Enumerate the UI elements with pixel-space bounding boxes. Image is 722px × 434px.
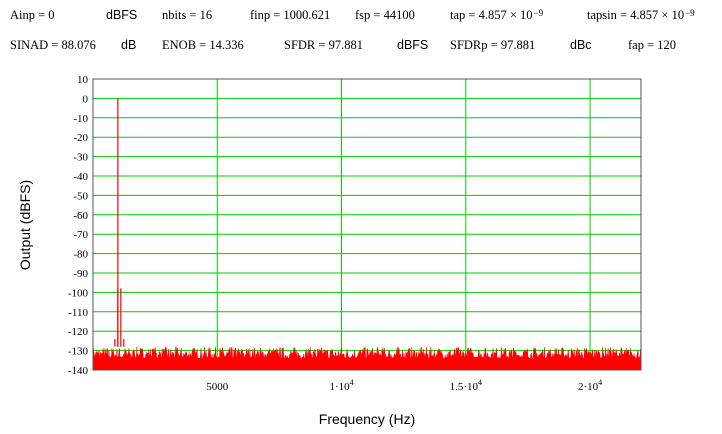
y-tick-label: -60 — [73, 210, 88, 222]
x-tick-labels: 5000 1·104 1.5·104 2·104 — [206, 378, 602, 393]
tap-exponent: −9 — [533, 8, 544, 18]
enob-param: ENOB = 14.336 — [162, 38, 244, 52]
parameter-row-2: SINAD = 88.076 dB ENOB = 14.336 SFDR = 9… — [0, 38, 722, 58]
x-tick-exponent: 4 — [598, 378, 602, 387]
y-axis-title: Output (dBFS) — [17, 180, 33, 270]
tap-text: tap = 4.857 × 10 — [450, 8, 533, 22]
y-tick-label: 10 — [77, 74, 89, 86]
x-tick-label: 5000 — [206, 381, 229, 393]
ainp-param: Ainp = 0 — [10, 8, 55, 22]
sinad-param: SINAD = 88.076 — [10, 38, 96, 52]
x-tick-text: 2·10 — [578, 381, 599, 393]
y-tick-label: -20 — [73, 132, 88, 144]
y-tick-label: -10 — [73, 113, 88, 125]
tapsin-param: tapsin = 4.857 × 10−9 — [587, 8, 695, 23]
ainp-unit: dBFS — [106, 8, 138, 22]
y-tick-labels: 10 0 -10 -20 -30 -40 -50 -60 -70 -80 -90 -100 -110 -1… — [68, 74, 89, 377]
grid-lines — [93, 78, 641, 371]
noise-floor — [92, 346, 642, 371]
y-tick-label: -140 — [68, 365, 89, 377]
x-tick-text: 5000 — [206, 381, 229, 393]
spectrum-series — [92, 98, 642, 371]
y-tick-label: -100 — [68, 287, 89, 299]
tap-param: tap = 4.857 × 10−9 — [450, 8, 543, 23]
sfdr-unit: dBFS — [397, 38, 429, 52]
x-tick-exponent: 4 — [350, 378, 354, 387]
x-tick-text: 1.5·10 — [450, 381, 479, 393]
fap-param: fap = 120 — [628, 38, 677, 52]
nbits-param: nbits = 16 — [162, 8, 213, 22]
tapsin-exponent: −9 — [685, 8, 695, 18]
x-tick-label: 2·104 — [578, 378, 602, 393]
plot-frame — [92, 78, 642, 371]
x-tick-label: 1·104 — [329, 378, 353, 393]
y-tick-label: -130 — [68, 346, 89, 358]
y-tick-label: -50 — [73, 190, 88, 202]
x-tick-text: 1·10 — [329, 381, 350, 393]
x-tick-label: 1.5·104 — [450, 378, 482, 393]
sfdrp-unit: dBc — [570, 38, 592, 52]
y-tick-label: -40 — [73, 171, 88, 183]
parameter-row-1: Ainp = 0 dBFS nbits = 16 finp = 1000.621… — [0, 8, 722, 28]
sfdrp-param: SFDRp = 97.881 — [450, 38, 536, 52]
sfdr-param: SFDR = 97.881 — [284, 38, 363, 52]
tapsin-text: tapsin = 4.857 × 10 — [587, 8, 685, 22]
y-tick-label: -80 — [73, 249, 88, 261]
finp-param: finp = 1000.621 — [250, 8, 331, 22]
y-tick-label: -120 — [68, 326, 89, 338]
x-axis-title: Frequency (Hz) — [319, 411, 415, 427]
x-tick-exponent: 4 — [478, 378, 482, 387]
y-tick-label: -30 — [73, 152, 88, 164]
y-tick-label: -70 — [73, 229, 88, 241]
y-tick-label: -110 — [68, 307, 88, 319]
y-tick-label: 0 — [83, 93, 89, 105]
sinad-unit: dB — [121, 38, 137, 52]
y-tick-label: -90 — [73, 268, 88, 280]
fsp-param: fsp = 44100 — [355, 8, 415, 22]
